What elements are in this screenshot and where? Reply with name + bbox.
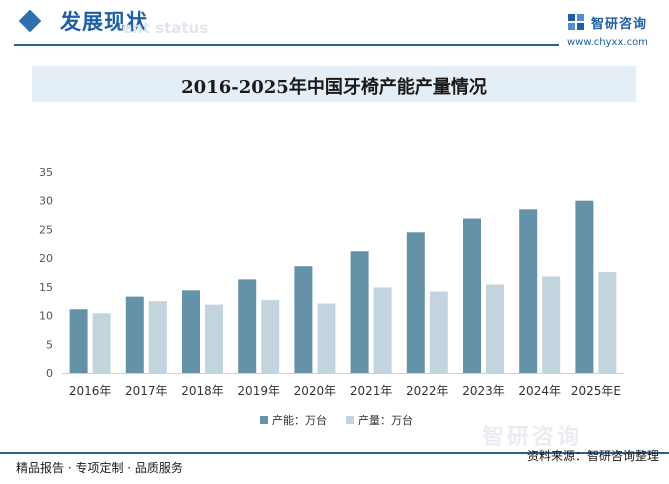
y-tick-label: 15	[39, 281, 53, 294]
bar-capacity	[69, 309, 88, 373]
bar-output	[598, 271, 617, 373]
x-tick-label: 2018年	[181, 384, 224, 398]
bar-capacity	[125, 296, 144, 373]
y-tick-label: 10	[39, 310, 53, 323]
x-tick-label: 2021年	[350, 384, 393, 398]
bar-output	[486, 284, 504, 373]
bar-capacity	[575, 200, 594, 373]
y-tick-label: 5	[46, 338, 53, 351]
watermark-logo: 智研咨询	[482, 425, 583, 450]
legend-swatch	[346, 416, 354, 424]
y-tick-label: 30	[39, 195, 53, 208]
x-tick-label: 2023年	[462, 384, 505, 398]
bar-capacity	[350, 251, 369, 373]
bar-capacity	[406, 232, 425, 373]
bar-output	[261, 300, 280, 373]
bar-output	[429, 291, 448, 373]
y-tick-label: 20	[39, 252, 53, 265]
bar-output	[92, 313, 111, 373]
bar-output	[148, 301, 167, 373]
x-tick-label: 2019年	[237, 384, 280, 398]
bar-output	[373, 287, 392, 373]
footer-tagline: 精品报告 · 专项定制 · 品质服务	[16, 461, 183, 475]
brand-url: www.chyxx.com	[567, 37, 648, 48]
chart-title-band: 2016-2025年中国牙椅产能产量情况	[32, 66, 636, 102]
y-tick-label: 25	[39, 223, 53, 236]
section-subtitle: ent status	[122, 19, 209, 37]
x-tick-label: 2025年E	[571, 384, 621, 398]
footer-divider	[0, 452, 669, 454]
header: 发展现状 ent status 智研咨询 www.chyxx.com	[0, 0, 669, 48]
bar-output	[317, 303, 336, 373]
x-tick-label: 2024年	[518, 384, 561, 398]
footer-source: 资料来源：智研咨询整理	[526, 449, 659, 463]
x-tick-label: 2020年	[294, 384, 337, 398]
brand-logo: 智研咨询 www.chyxx.com	[566, 12, 666, 52]
bar-capacity	[238, 279, 257, 373]
bar-capacity	[519, 209, 538, 373]
header-divider	[14, 44, 559, 46]
y-tick-label: 35	[39, 166, 53, 179]
x-tick-label: 2016年	[69, 384, 112, 398]
legend-label: 产量：万台	[358, 413, 413, 427]
chart-title: 2016-2025年中国牙椅产能产量情况	[181, 77, 487, 98]
bar-capacity	[463, 218, 481, 373]
brand-logo-icon	[568, 14, 584, 30]
section-title: 发展现状	[60, 10, 148, 34]
x-tick-label: 2017年	[125, 384, 168, 398]
brand-name: 智研咨询	[591, 17, 648, 32]
bar-capacity	[182, 290, 200, 373]
x-tick-label: 2022年	[406, 384, 449, 398]
legend-swatch	[260, 416, 268, 424]
bar-output	[542, 276, 561, 373]
y-tick-label: 0	[46, 367, 53, 380]
bar-output	[205, 304, 223, 373]
legend-label: 产能：万台	[272, 413, 327, 427]
bar-capacity	[294, 266, 313, 373]
